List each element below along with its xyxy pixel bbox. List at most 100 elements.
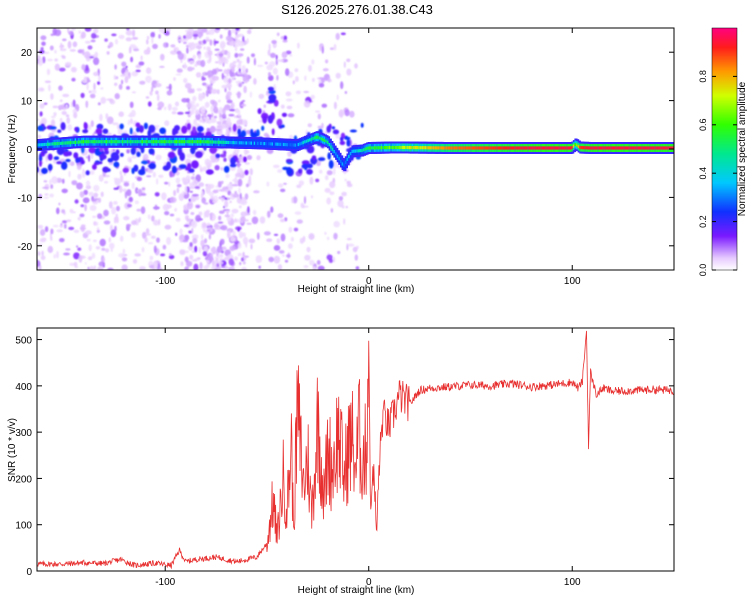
spectrogram-cell	[106, 98, 114, 101]
spectrogram-cell	[209, 140, 213, 144]
spectrogram-cell	[100, 140, 104, 144]
spectrogram-cell	[253, 78, 257, 85]
spectrogram-cell	[113, 177, 118, 181]
spectrogram-cell	[237, 178, 243, 187]
spectrogram-cell	[92, 215, 97, 218]
spectrogram-cell	[231, 28, 236, 34]
spectrogram-cell	[193, 263, 199, 270]
spectrogram-cell	[44, 80, 52, 84]
spectrogram-cell	[214, 165, 220, 171]
spectrogram-cell	[203, 202, 209, 205]
spectrogram-cell	[37, 125, 44, 132]
spectrogram-cell	[308, 233, 315, 240]
spectrogram-cell	[247, 206, 250, 214]
spectrogram-cell	[237, 252, 242, 257]
spectrogram-cell	[238, 205, 242, 209]
spectrogram-cell	[147, 214, 151, 220]
spectrogram-cell	[200, 168, 203, 173]
spectrogram-cell	[288, 226, 293, 233]
spectrogram-cell	[170, 140, 174, 144]
spectrogram-cell	[221, 72, 224, 80]
spectrogram-cell	[307, 123, 312, 128]
spectrogram-cell	[192, 173, 195, 176]
spectrogram-cell	[330, 208, 334, 213]
spectrogram-cell	[598, 146, 602, 150]
spectrogram-cell	[212, 200, 218, 204]
spectrogram-cell	[182, 140, 186, 144]
spectrogram-cell	[190, 212, 195, 215]
spectrogram-cell	[610, 146, 614, 150]
spectrogram-cell	[240, 216, 246, 222]
spectrogram-cell	[124, 75, 129, 84]
spectrogram-cell	[184, 234, 190, 241]
spectrogram-cell	[192, 33, 199, 38]
spectrogram-cell	[174, 101, 180, 107]
spectrogram-cell	[164, 181, 169, 185]
spectrogram-cell	[193, 36, 198, 40]
spectrogram-cell	[273, 233, 279, 236]
spectrogram-cell	[222, 108, 224, 114]
spectrogram-cell	[40, 255, 46, 260]
spectrogram-cell	[88, 244, 92, 252]
spectrogram-cell	[118, 111, 124, 117]
spectrogram-cell	[219, 34, 223, 39]
spectrogram-cell	[196, 88, 202, 92]
spectrogram-cell	[41, 150, 48, 154]
spectrogram-cell	[98, 261, 105, 267]
spectrogram-cell	[234, 52, 239, 58]
spectrogram-cell	[208, 233, 212, 240]
spectrogram-cell	[336, 94, 339, 101]
spectrogram-cell	[316, 260, 321, 265]
spectrogram-cell	[205, 183, 211, 192]
spectrogram-cell	[251, 53, 255, 58]
spectrogram-cell	[385, 146, 389, 150]
spectrogram-cell	[59, 224, 64, 228]
spectrogram-cell	[97, 102, 101, 106]
spectrogram-cell	[361, 148, 365, 153]
spectrogram-cell	[186, 47, 189, 54]
spectrogram-cell	[294, 68, 299, 73]
spectrogram-cell	[188, 60, 196, 64]
spectrogram-cell	[91, 89, 97, 94]
spectrogram-cell	[89, 205, 97, 211]
spectrogram-cell	[346, 58, 351, 63]
spectrogram-cell	[197, 31, 204, 38]
spectrogram-cell	[241, 266, 247, 270]
spectrogram-cell	[87, 266, 90, 270]
spectrogram-cell	[85, 100, 89, 109]
snr-x-tick-label: -100	[155, 577, 175, 588]
spectrogram-cell	[88, 147, 97, 154]
spectrogram-cell	[367, 146, 371, 150]
spectrogram-cell	[181, 177, 187, 183]
spectrogram-cell	[175, 73, 182, 76]
spectrogram-cell	[199, 262, 203, 270]
spectrogram-cell	[293, 227, 299, 232]
spectrogram-cell	[98, 174, 104, 182]
spectrogram-cell	[37, 251, 41, 256]
spectrogram-cell	[146, 35, 150, 40]
spectrogram-cell	[227, 196, 230, 200]
spectrogram-cell	[186, 129, 193, 133]
spectrogram-cell	[154, 125, 160, 128]
spectrogram-cell	[59, 118, 63, 122]
spectrogram-cell	[343, 170, 347, 175]
spectrogram-cell	[228, 77, 231, 84]
spectrogram-cell	[125, 30, 133, 36]
spectrogram-cell	[322, 138, 326, 142]
colorbar-tick-label: 0.6	[698, 119, 708, 132]
spectrogram-cell	[41, 117, 47, 125]
spectrogram-cell	[321, 122, 324, 129]
spectrogram-cell	[223, 157, 227, 162]
spectrogram-cell	[532, 146, 536, 150]
spectrogram-cell	[553, 146, 557, 150]
spectrogram-cell	[494, 146, 498, 150]
spectrogram-cell	[173, 47, 179, 52]
spectrogram-cell	[135, 122, 141, 128]
spectrogram-cell	[77, 216, 81, 221]
spectrogram-cell	[139, 80, 146, 85]
spectrogram-cell	[180, 261, 184, 267]
spectrogram-cell	[191, 160, 199, 169]
spectrogram-cell	[168, 181, 171, 187]
spectrogram-cell	[217, 99, 221, 103]
snr-y-tick-label: 100	[15, 521, 32, 532]
